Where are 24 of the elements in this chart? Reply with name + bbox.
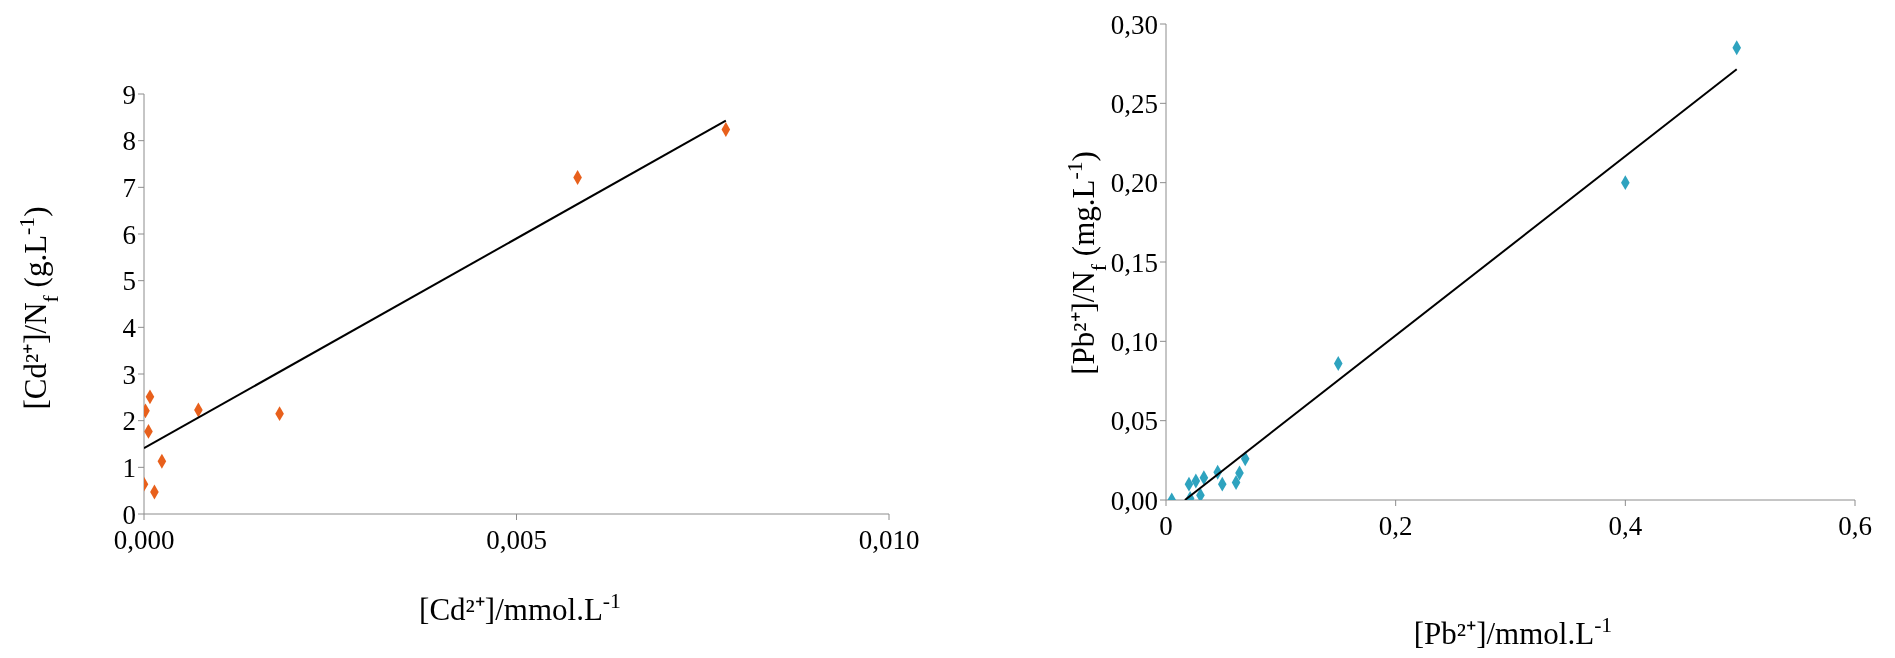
x-tick-label: 0,005: [486, 525, 547, 556]
x-tick-label: 0,010: [858, 525, 920, 556]
y-tick-label: 0,10: [1110, 326, 1158, 357]
y-tick-label: 0,05: [1110, 406, 1158, 437]
y-tick-label: 0,25: [1110, 88, 1158, 119]
x-tick-label: 0,6: [1838, 511, 1872, 542]
x-axis-title: [Cd²⁺]/mmol.L$^{-1}$: [419, 589, 621, 627]
y-tick-label: 9: [122, 79, 136, 110]
y-tick-label: 0,30: [1110, 9, 1158, 40]
y-tick-label: 0,20: [1110, 168, 1158, 199]
y-tick-label: 2: [122, 406, 136, 437]
y-tick-label: 4: [122, 312, 137, 343]
y-tick-label: 1: [122, 452, 136, 483]
y-tick-label: 7: [122, 172, 136, 203]
x-tick-label: 0,000: [113, 525, 175, 556]
x-tick-label: 0,2: [1378, 511, 1413, 542]
y-tick-label: 0,15: [1110, 247, 1158, 278]
y-tick-label: 3: [122, 359, 136, 390]
y-tick-label: 8: [122, 126, 136, 157]
x-tick-label: 0,4: [1608, 511, 1643, 542]
y-tick-label: 6: [122, 219, 136, 250]
x-axis-title: [Pb²⁺]/mmol.L$^{-1}$: [1413, 613, 1613, 651]
y-tick-label: 0,00: [1110, 485, 1158, 516]
y-tick-label: 5: [122, 266, 136, 297]
